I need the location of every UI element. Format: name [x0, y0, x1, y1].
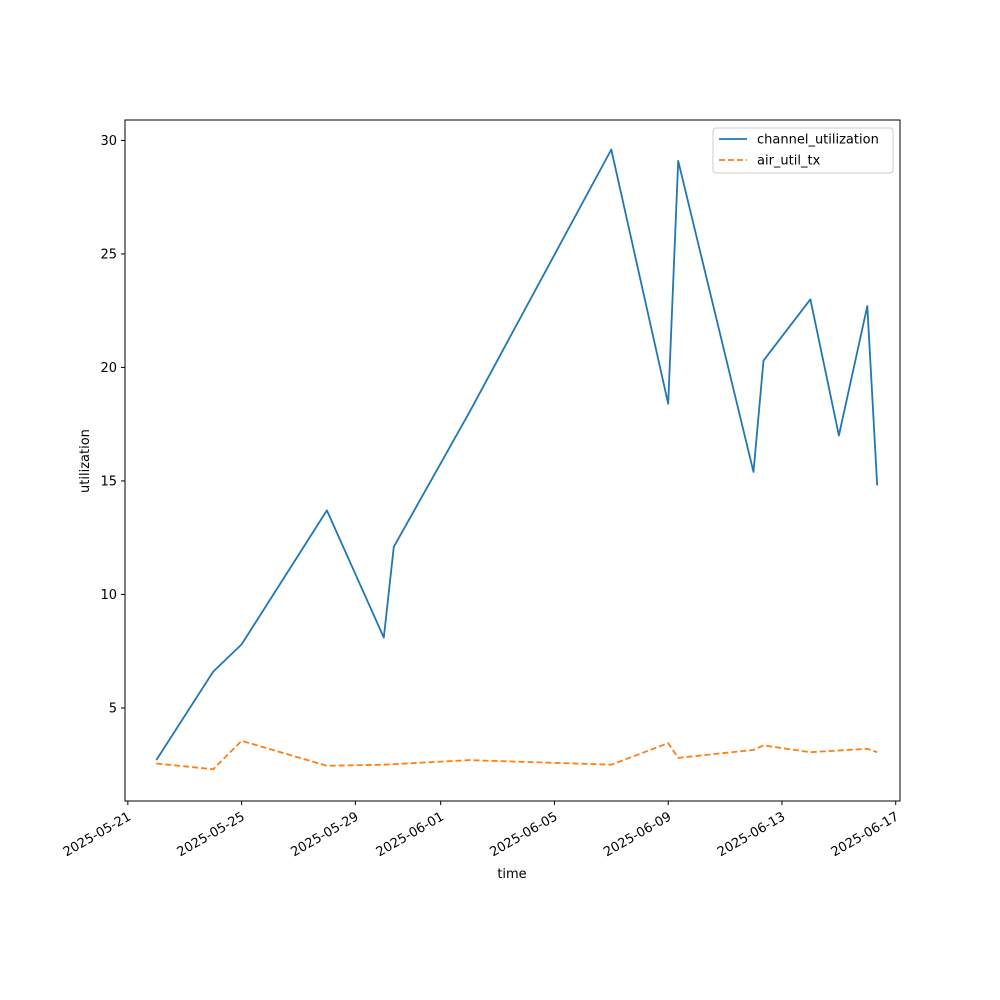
- legend-box: [712, 127, 894, 174]
- series-line-air-util-tx: [156, 739, 878, 771]
- y-tick-label: 5: [109, 701, 117, 716]
- y-axis-label: utilization: [78, 429, 93, 493]
- y-tick-label: 25: [100, 247, 117, 262]
- plot-frame: [124, 119, 901, 802]
- legend: channel_utilization air_util_tx: [712, 127, 894, 174]
- series-layer: [155, 148, 879, 771]
- y-tick-label: 15: [100, 474, 117, 489]
- series-line-channel-utilization: [155, 148, 879, 761]
- y-tick-label: 20: [100, 361, 117, 376]
- legend-label-channel-utilization: channel_utilization: [757, 133, 879, 148]
- legend-label-air-util-tx: air_util_tx: [757, 154, 821, 169]
- y-tick-label: 30: [100, 134, 117, 149]
- x-axis-label: time: [497, 867, 526, 882]
- y-tick-label: 10: [100, 588, 117, 603]
- y-axis: 5 10 15 20 25 30: [100, 134, 125, 716]
